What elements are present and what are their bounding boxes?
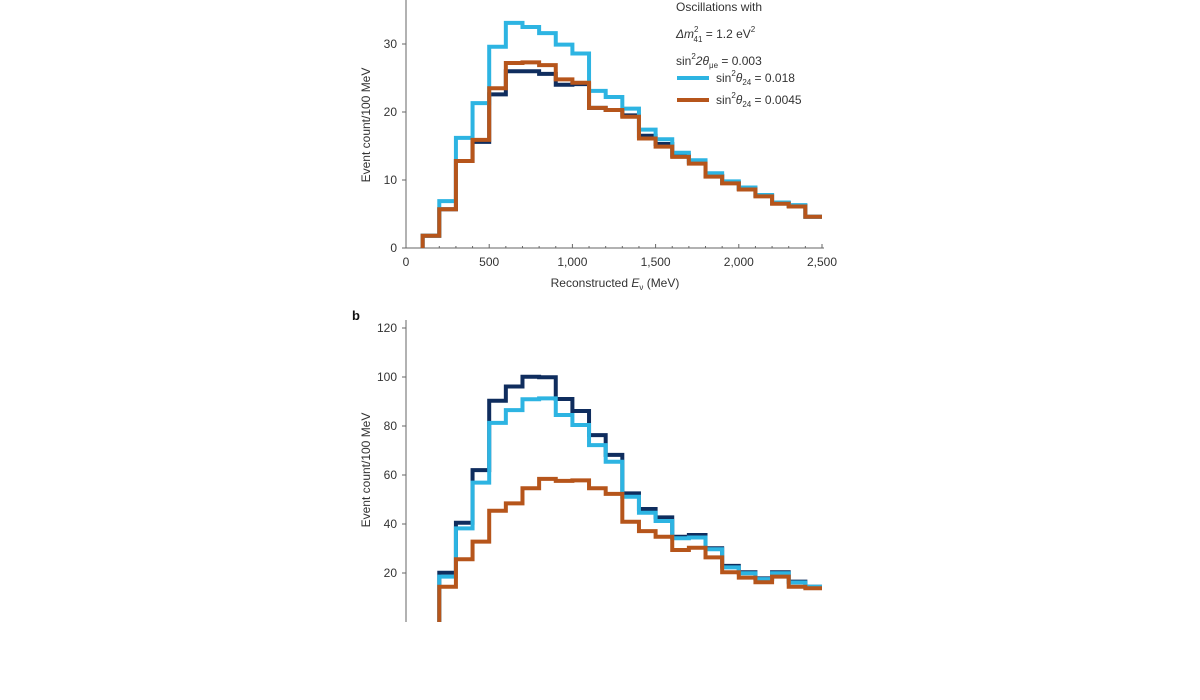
- legend-sin2theta-mue: sin22θμe = 0.003: [676, 52, 762, 70]
- x-tick-label: 1,000: [557, 255, 587, 269]
- y-tick-label: 60: [384, 468, 398, 482]
- legend: Oscillations with Δm2 41 = 1.2 eV2 sin22θ…: [675, 0, 802, 109]
- series-null-step-line: [437, 374, 822, 622]
- series-orange-step-line: [420, 60, 822, 248]
- panel-b: b 20 40 60 80 100 120 Event count/100 MeV: [352, 308, 822, 622]
- y-tick-label: 30: [384, 37, 398, 51]
- x-tick-label: 1,500: [641, 255, 671, 269]
- x-tick-label: 500: [479, 255, 499, 269]
- y-tick-label: 0: [390, 241, 397, 255]
- y-tick-label: 120: [377, 321, 397, 335]
- legend-title: Oscillations with: [676, 0, 762, 14]
- panel-a: 0 10 20 30 0 500 1,000 1,500 2,000 2,500 Event co…: [359, 0, 837, 292]
- x-axis-label-a: Reconstructed Eν (MeV): [551, 276, 680, 292]
- y-axis-label-b: Event count/100 MeV: [359, 413, 373, 528]
- y-tick-label: 10: [384, 173, 398, 187]
- y-tick-label: 80: [384, 419, 398, 433]
- x-tick-label: 2,500: [807, 255, 837, 269]
- series-orange-step-line: [437, 476, 822, 622]
- legend-entry-blue: sin2θ24 = 0.018: [716, 69, 795, 87]
- legend-entry-orange: sin2θ24 = 0.0045: [716, 91, 802, 109]
- y-tick-label: 100: [377, 370, 397, 384]
- x-tick-label: 2,000: [724, 255, 754, 269]
- y-tick-label: 20: [384, 105, 398, 119]
- series-blue-step-line: [420, 20, 822, 248]
- y-axis-label-a: Event count/100 MeV: [359, 68, 373, 183]
- y-tick-label: 40: [384, 517, 398, 531]
- y-tick-label: 20: [384, 566, 398, 580]
- x-tick-label: 0: [403, 255, 410, 269]
- legend-dm2: Δm2 41 = 1.2 eV2: [675, 25, 756, 44]
- panel-label-b: b: [352, 308, 360, 323]
